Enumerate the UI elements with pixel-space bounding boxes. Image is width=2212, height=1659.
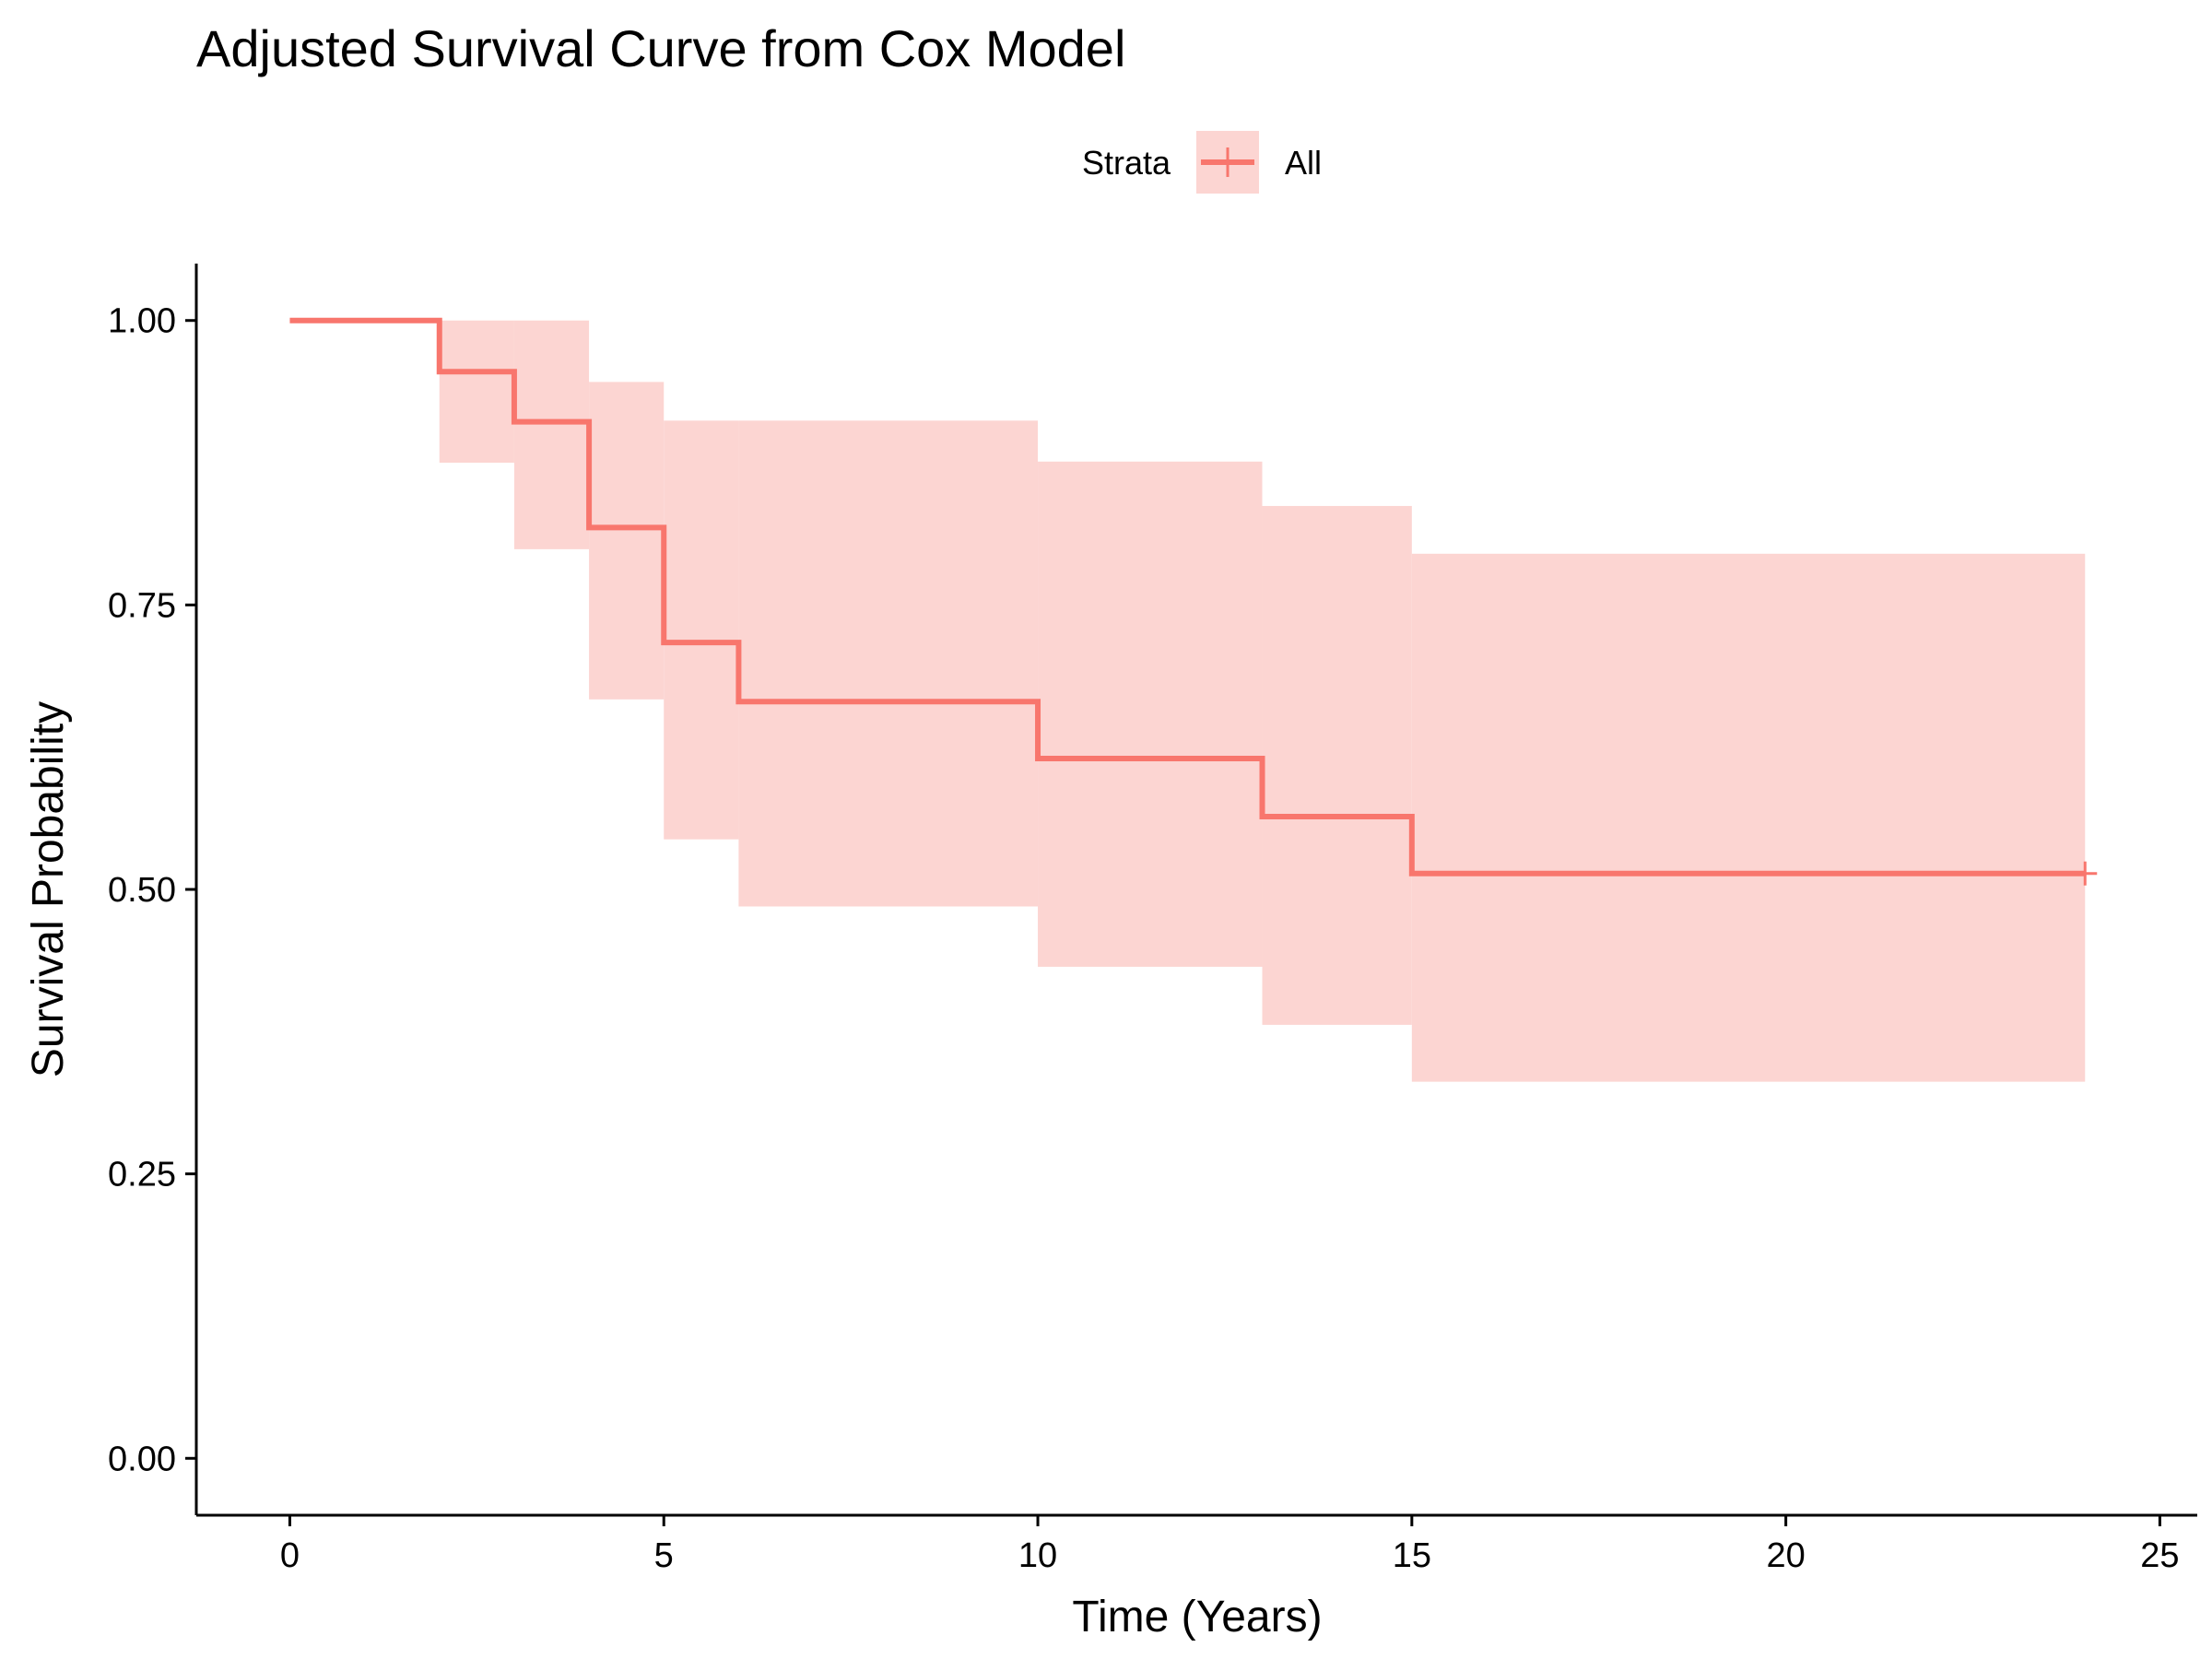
x-axis-ticks: 0 5 10 15 20 25 xyxy=(280,1515,2180,1575)
legend-title: Strata xyxy=(1082,144,1171,182)
y-axis-ticks: 0.00 0.25 0.50 0.75 1.00 xyxy=(108,302,196,1478)
x-tick-label: 20 xyxy=(1766,1536,1805,1575)
y-tick-label: 0.75 xyxy=(108,586,176,625)
y-tick-label: 1.00 xyxy=(108,302,176,341)
confidence-band-segment xyxy=(738,420,1039,907)
chart-title: Adjusted Survival Curve from Cox Model xyxy=(196,19,1125,77)
x-tick-label: 5 xyxy=(654,1536,674,1575)
x-tick-label: 15 xyxy=(1393,1536,1431,1575)
y-tick-label: 0.00 xyxy=(108,1440,176,1478)
legend-entry-all: All xyxy=(1285,144,1322,182)
x-tick-label: 25 xyxy=(2140,1536,2179,1575)
confidence-band-segment xyxy=(439,320,514,464)
confidence-band-segment xyxy=(589,382,665,700)
confidence-band-segment xyxy=(1262,505,1412,1025)
x-axis-title: Time (Years) xyxy=(1072,1593,1322,1641)
confidence-band-layer xyxy=(439,320,2086,1082)
y-axis-title: Survival Probability xyxy=(24,701,73,1077)
confidence-band-segment xyxy=(664,420,739,840)
x-tick-label: 0 xyxy=(280,1536,300,1575)
y-tick-label: 0.50 xyxy=(108,871,176,910)
survival-curve-all xyxy=(289,317,2086,877)
y-tick-label: 0.25 xyxy=(108,1156,176,1194)
censor-mark xyxy=(2073,861,2098,886)
confidence-band-segment xyxy=(1411,553,2086,1082)
censor-marks-layer xyxy=(2073,861,2098,886)
confidence-band-segment xyxy=(513,320,590,549)
legend: Strata All xyxy=(1082,131,1322,194)
confidence-band-segment xyxy=(1038,461,1263,967)
x-tick-label: 10 xyxy=(1018,1536,1057,1575)
